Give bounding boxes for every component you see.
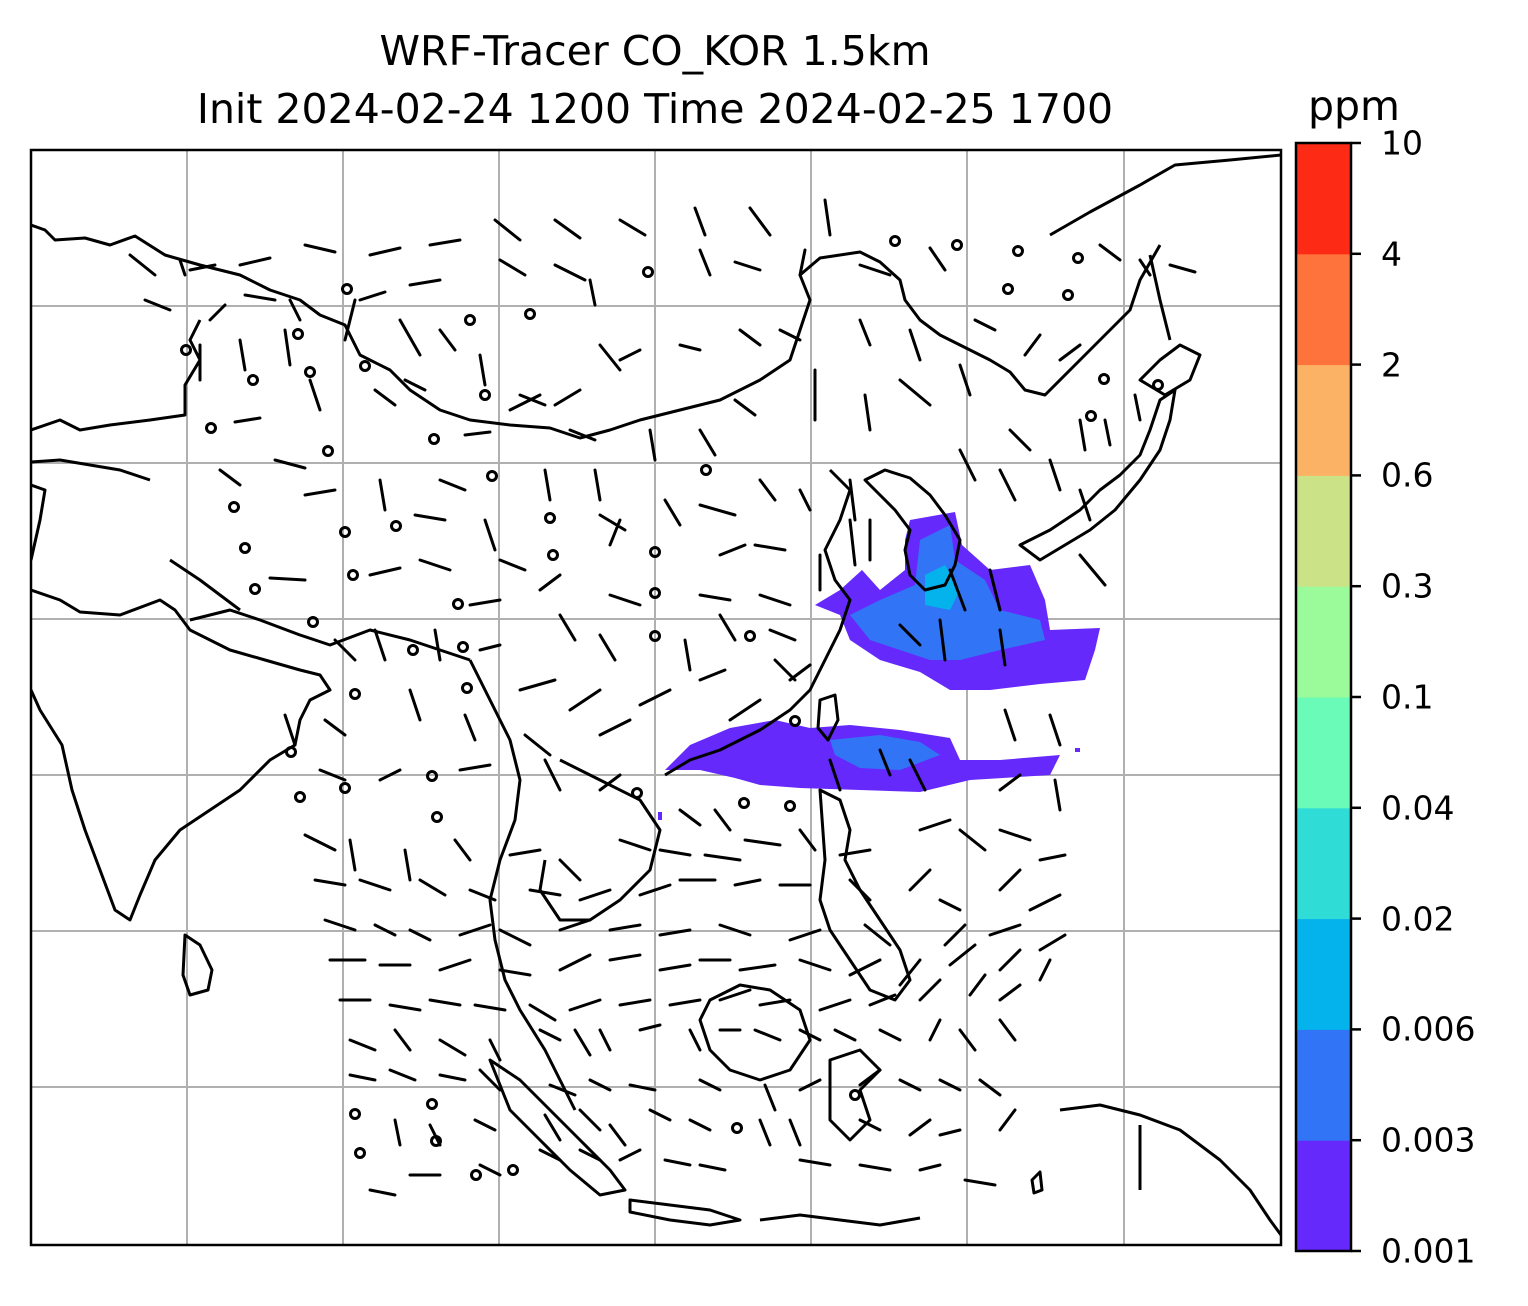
colorbar-tick-label: 4 bbox=[1381, 234, 1402, 274]
chart-title-line-1: WRF-Tracer CO_KOR 1.5km bbox=[379, 27, 931, 75]
colorbar-tick-label: 0.001 bbox=[1381, 1231, 1476, 1271]
colorbar bbox=[1294, 141, 1361, 1253]
colorbar-tick-label: 2 bbox=[1381, 345, 1402, 385]
coastlines bbox=[31, 153, 1281, 1236]
colorbar-segment bbox=[1296, 807, 1351, 920]
colorbar-segment bbox=[1296, 1029, 1351, 1141]
colorbar-segment bbox=[1296, 697, 1351, 809]
colorbar-unit-label: ppm bbox=[1308, 82, 1400, 130]
colorbar-segment bbox=[1296, 918, 1351, 1030]
colorbar-segment bbox=[1296, 364, 1351, 476]
colorbar-tick-label: 0.003 bbox=[1381, 1120, 1476, 1160]
colorbar-tick-label: 0.04 bbox=[1381, 788, 1455, 828]
wind-barbs bbox=[128, 198, 1197, 1197]
colorbar-tick-label: 0.1 bbox=[1381, 677, 1434, 717]
colorbar-segment bbox=[1296, 143, 1351, 255]
tracer-plume bbox=[658, 512, 1100, 820]
colorbar-tick-label: 0.3 bbox=[1381, 566, 1434, 606]
colorbar-segment bbox=[1296, 1140, 1351, 1252]
colorbar-segment bbox=[1296, 253, 1351, 366]
colorbar-tick-label: 0.6 bbox=[1381, 455, 1434, 495]
colorbar-segment bbox=[1296, 475, 1351, 587]
map-frame bbox=[29, 148, 1283, 1247]
colorbar-tick-label: 10 bbox=[1381, 123, 1423, 163]
colorbar-segment bbox=[1296, 586, 1351, 698]
colorbar-tick-label: 0.02 bbox=[1381, 899, 1455, 939]
calm-wind-markers bbox=[180, 235, 1164, 1181]
colorbar-tick-label: 0.006 bbox=[1381, 1009, 1476, 1049]
chart-title-line-2: Init 2024-02-24 1200 Time 2024-02-25 170… bbox=[196, 85, 1114, 133]
